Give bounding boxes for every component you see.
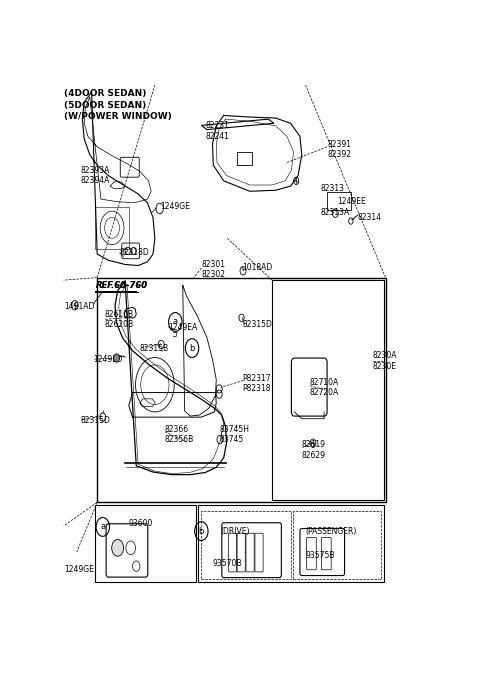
Text: a: a: [173, 318, 178, 327]
Text: 82231
82241: 82231 82241: [205, 122, 229, 141]
Text: 93575B: 93575B: [305, 551, 335, 559]
Text: 1249GE: 1249GE: [160, 202, 190, 211]
Text: (DRIVE): (DRIVE): [220, 527, 250, 536]
Text: b: b: [199, 527, 204, 536]
Text: 82710A
82720A: 82710A 82720A: [309, 378, 338, 397]
Text: 1249GE: 1249GE: [64, 566, 94, 574]
Text: 82366
82356B: 82366 82356B: [164, 424, 193, 444]
Text: REF.60-760: REF.60-760: [96, 281, 147, 290]
Text: 82313A: 82313A: [321, 208, 349, 217]
Text: 93600: 93600: [129, 519, 153, 528]
Circle shape: [112, 540, 124, 556]
Text: a: a: [100, 522, 105, 532]
Text: 82318D: 82318D: [120, 248, 149, 257]
Text: 93570B: 93570B: [213, 559, 242, 568]
Text: 1249LD: 1249LD: [94, 355, 123, 364]
Text: (4DOOR SEDAN): (4DOOR SEDAN): [64, 90, 146, 98]
Text: P82317
P82318: P82317 P82318: [242, 374, 271, 393]
Text: 83745H
83745: 83745H 83745: [220, 424, 250, 444]
Text: 82314: 82314: [358, 213, 382, 222]
Text: (5DOOR SEDAN): (5DOOR SEDAN): [64, 100, 146, 110]
Text: 1491AD: 1491AD: [64, 301, 94, 311]
Text: 1018AD: 1018AD: [242, 263, 273, 272]
Circle shape: [114, 354, 120, 362]
Text: 82315B: 82315B: [140, 344, 169, 352]
Text: 82313: 82313: [321, 184, 344, 193]
Text: 8230A
8230E: 8230A 8230E: [372, 352, 397, 371]
Text: (PASSENGER): (PASSENGER): [305, 527, 357, 536]
Text: REF.60-760: REF.60-760: [96, 281, 147, 290]
Text: 1249EA: 1249EA: [168, 323, 197, 332]
Text: 82391
82392: 82391 82392: [328, 140, 352, 159]
Text: (W/POWER WINDOW): (W/POWER WINDOW): [64, 112, 171, 122]
Text: 82301
82302: 82301 82302: [202, 260, 226, 279]
Text: 1249EE: 1249EE: [337, 197, 366, 206]
Text: 82619
82629: 82619 82629: [302, 441, 326, 460]
Text: 82610B
82620B: 82610B 82620B: [105, 310, 134, 329]
Text: 82393A
82394A: 82393A 82394A: [81, 166, 110, 185]
Text: 82315D: 82315D: [81, 416, 110, 425]
Text: 82315D: 82315D: [242, 320, 272, 329]
Text: b: b: [190, 344, 195, 352]
